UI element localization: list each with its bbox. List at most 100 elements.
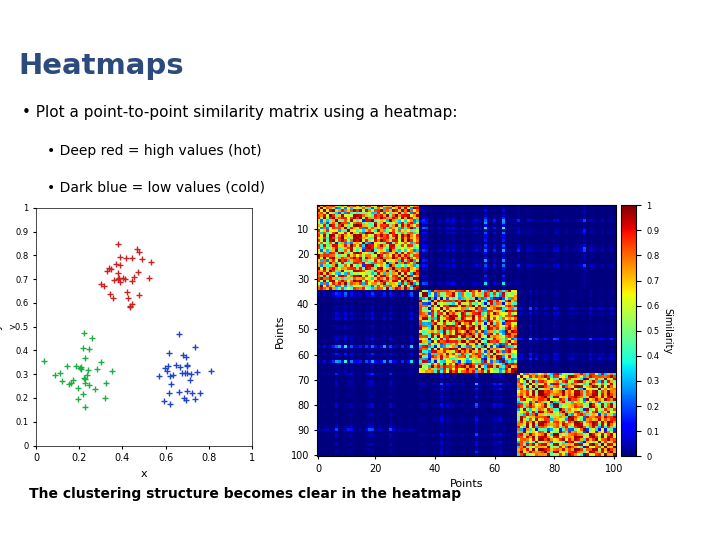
Y-axis label: y: y	[0, 323, 3, 330]
Point	[81, 371, 93, 380]
Point	[95, 357, 107, 366]
Point	[112, 239, 123, 248]
Point	[128, 272, 140, 281]
Point	[95, 280, 107, 288]
Point	[79, 354, 91, 362]
Point	[126, 254, 138, 262]
Point	[133, 247, 145, 256]
Point	[205, 367, 217, 375]
Text: The clustering structure becomes clear in the heatmap: The clustering structure becomes clear i…	[29, 487, 461, 501]
Point	[79, 403, 91, 411]
Point	[99, 282, 110, 291]
Point	[111, 260, 122, 268]
Point	[108, 275, 120, 284]
Point	[133, 291, 145, 299]
Point	[74, 364, 86, 373]
Point	[166, 380, 177, 389]
Point	[158, 396, 170, 405]
Point	[63, 379, 74, 388]
Point	[189, 395, 201, 404]
Point	[117, 274, 129, 282]
Point	[132, 267, 144, 276]
Point	[120, 275, 131, 284]
Point	[104, 264, 115, 273]
Point	[77, 389, 89, 398]
Point	[181, 361, 193, 369]
Point	[177, 350, 189, 359]
Point	[124, 303, 135, 312]
Point	[153, 372, 164, 380]
Point	[125, 302, 136, 310]
Point	[101, 267, 112, 275]
Point	[90, 385, 102, 394]
X-axis label: x: x	[140, 469, 148, 478]
Point	[75, 365, 86, 374]
Point	[163, 349, 175, 357]
Point	[122, 294, 133, 302]
Point	[73, 383, 84, 392]
Point	[114, 273, 125, 282]
Point	[100, 379, 112, 387]
Point	[181, 362, 192, 370]
Text: Heatmaps: Heatmaps	[18, 52, 184, 80]
Point	[163, 362, 174, 370]
Point	[67, 375, 78, 384]
Point	[79, 375, 91, 383]
Point	[112, 275, 123, 284]
Point	[192, 368, 203, 376]
Point	[181, 387, 193, 395]
Point	[181, 369, 192, 377]
Point	[99, 393, 110, 402]
Point	[86, 334, 98, 342]
Point	[79, 379, 91, 387]
Point	[189, 343, 201, 352]
Point	[84, 381, 95, 389]
Y-axis label: Points: Points	[275, 314, 285, 348]
Point	[114, 261, 125, 269]
Point	[137, 255, 148, 264]
Point	[167, 371, 179, 380]
Point	[104, 290, 116, 299]
Point	[66, 378, 77, 387]
Point	[164, 400, 176, 408]
Point	[78, 329, 90, 338]
Point	[84, 345, 95, 353]
Point	[70, 361, 81, 370]
Point	[82, 366, 94, 374]
Point	[171, 360, 182, 369]
Point	[54, 369, 66, 377]
Point	[180, 395, 192, 404]
Point	[185, 370, 197, 379]
Point	[113, 268, 125, 277]
Point	[173, 329, 184, 338]
Point	[38, 356, 50, 365]
Point	[126, 300, 138, 308]
Point	[186, 389, 198, 397]
Point	[107, 367, 118, 376]
Point	[107, 294, 119, 302]
Point	[72, 394, 84, 403]
Point	[49, 370, 60, 379]
Point	[174, 363, 185, 372]
Text: • Plot a point-to-point similarity matrix using a heatmap:: • Plot a point-to-point similarity matri…	[22, 105, 457, 120]
Text: • Dark blue = low values (cold): • Dark blue = low values (cold)	[47, 180, 265, 194]
Y-axis label: Similarity: Similarity	[662, 308, 672, 354]
Point	[78, 374, 89, 382]
Text: • Deep red = high values (hot): • Deep red = high values (hot)	[47, 144, 261, 158]
Point	[178, 394, 189, 402]
Point	[121, 288, 132, 296]
Point	[181, 353, 192, 362]
Point	[77, 344, 89, 353]
Point	[184, 376, 196, 384]
Point	[114, 253, 125, 261]
Point	[120, 253, 131, 262]
Point	[159, 364, 171, 373]
Point	[194, 388, 206, 397]
Point	[106, 265, 117, 274]
Point	[180, 368, 192, 377]
Point	[163, 388, 175, 397]
Point	[163, 372, 175, 381]
Point	[174, 387, 185, 396]
Point	[131, 245, 143, 253]
Point	[76, 363, 87, 372]
